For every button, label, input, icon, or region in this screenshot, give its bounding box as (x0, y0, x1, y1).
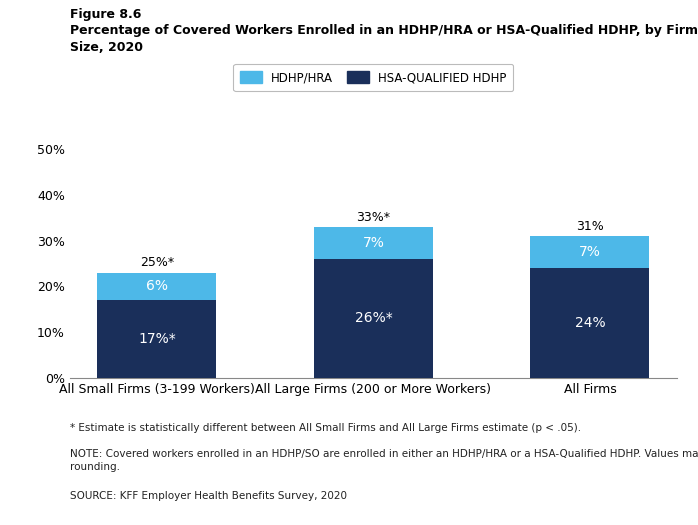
Bar (98, 300, 216, 378)
Text: 26%*: 26%* (355, 311, 392, 326)
Text: 6%: 6% (146, 279, 168, 293)
Text: * Estimate is statistically different between All Small Firms and All Large Firm: * Estimate is statistically different be… (70, 423, 581, 433)
Text: 7%: 7% (362, 236, 385, 250)
Text: 17%*: 17%* (138, 332, 176, 346)
Bar (530, 236, 649, 268)
Text: NOTE: Covered workers enrolled in an HDHP/SO are enrolled in either an HDHP/HRA : NOTE: Covered workers enrolled in an HDH… (70, 449, 698, 472)
Text: 33%*: 33%* (357, 211, 390, 224)
Legend: HDHP/HRA, HSA-QUALIFIED HDHP: HDHP/HRA, HSA-QUALIFIED HDHP (233, 64, 514, 91)
Text: Figure 8.6: Figure 8.6 (70, 8, 141, 21)
Text: 24%: 24% (574, 316, 605, 330)
Bar (98, 272, 216, 300)
Text: SOURCE: KFF Employer Health Benefits Survey, 2020: SOURCE: KFF Employer Health Benefits Sur… (70, 491, 347, 501)
Text: Percentage of Covered Workers Enrolled in an HDHP/HRA or HSA-Qualified HDHP, by : Percentage of Covered Workers Enrolled i… (70, 24, 698, 54)
Text: 7%: 7% (579, 245, 601, 259)
Text: 31%: 31% (576, 220, 604, 233)
Bar (530, 268, 649, 378)
Text: 25%*: 25%* (140, 256, 174, 269)
Bar (314, 227, 433, 259)
Bar (314, 259, 433, 378)
